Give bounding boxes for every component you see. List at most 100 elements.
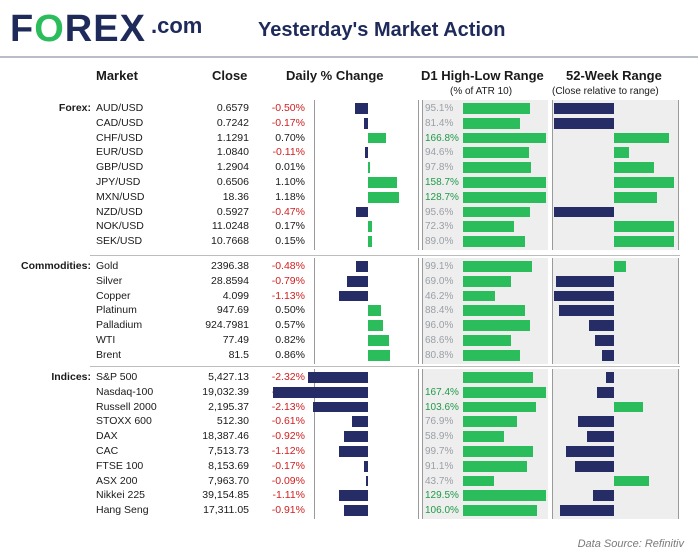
- daily-change-bar: [368, 221, 373, 233]
- d1-range-bar: [463, 475, 494, 487]
- 52wk-panel-edge: [552, 258, 553, 364]
- close-value: 28.8594: [211, 274, 249, 287]
- group-label: Forex:: [58, 102, 91, 114]
- header: FOREX .com Yesterday's Market Action: [0, 0, 698, 58]
- daily-change-bar: [363, 460, 368, 472]
- 52wk-range-bar: [614, 191, 658, 203]
- d1-range-value: 89.0%: [425, 236, 454, 248]
- d1-range-bar: [463, 221, 514, 233]
- d1-range-bar: [463, 372, 533, 383]
- 52wk-range-bar: [566, 446, 614, 457]
- d1-range-bar: [463, 261, 533, 272]
- d1-range-bar: [463, 490, 546, 502]
- close-value: 4.099: [222, 289, 249, 302]
- close-value: 0.7242: [216, 116, 249, 129]
- market-name: SEK/USD: [96, 235, 143, 248]
- 52wk-range-bar: [614, 236, 674, 247]
- daily-change-column-header: Daily % Change: [286, 68, 384, 83]
- d1-range-value: 81.4%: [425, 117, 454, 129]
- 52wk-range-bar: [588, 320, 614, 331]
- daily-change-bar: [355, 261, 368, 272]
- daily-change-value: 0.82%: [275, 334, 305, 346]
- close-value: 7,513.73: [208, 445, 249, 457]
- 52wk-range-bar: [587, 431, 614, 442]
- market-name: JPY/USD: [96, 176, 141, 188]
- d1-range-value: 106.0%: [425, 505, 459, 517]
- d1-range-value: 103.6%: [425, 401, 459, 413]
- d1-panel-edge: [422, 258, 423, 364]
- 52wk-column-header: 52-Week Range: [566, 68, 662, 83]
- daily-panel-right-edge: [418, 369, 419, 519]
- close-value: 2,195.37: [208, 400, 249, 413]
- 52wk-range-bar: [594, 335, 614, 346]
- 52wk-range-bar: [602, 349, 614, 361]
- d1-range-value: 68.6%: [425, 335, 454, 346]
- d1-range-bar: [463, 206, 530, 218]
- market-name: NZD/USD: [96, 205, 143, 218]
- d1-range-bar: [463, 117, 520, 129]
- market-name: Russell 2000: [96, 400, 157, 413]
- daily-change-bar: [355, 206, 368, 218]
- daily-change-value: -0.09%: [271, 474, 305, 487]
- d1-range-value: 96.0%: [425, 320, 454, 332]
- market-name: S&P 500: [96, 371, 138, 383]
- daily-change-bar: [368, 236, 372, 247]
- close-value: 2396.38: [211, 260, 249, 272]
- d1-range-value: 166.8%: [425, 132, 459, 144]
- 52wk-range-bar: [614, 261, 626, 272]
- 52wk-range-bar: [614, 147, 629, 159]
- daily-change-bar: [344, 431, 368, 442]
- d1-range-bar: [463, 177, 546, 188]
- 52wk-range-bar: [597, 386, 614, 398]
- d1-range-value: 88.4%: [425, 305, 454, 317]
- market-name: Brent: [96, 348, 122, 361]
- d1-range-value: 95.1%: [425, 103, 454, 114]
- close-value: 0.5927: [216, 205, 249, 218]
- daily-panel-right-edge: [418, 100, 419, 250]
- daily-change-bar: [365, 147, 368, 159]
- daily-change-bar: [368, 162, 370, 173]
- market-name: Hang Seng: [96, 504, 149, 517]
- daily-change-bar: [339, 490, 368, 502]
- close-value: 77.49: [222, 334, 249, 346]
- market-name: WTI: [96, 334, 116, 346]
- group-separator: [90, 366, 680, 367]
- d1-range-value: 69.0%: [425, 275, 454, 287]
- daily-change-value: -0.61%: [271, 415, 305, 428]
- 52wk-range-bar: [614, 162, 655, 173]
- group-separator: [90, 255, 680, 256]
- market-name: CHF/USD: [96, 131, 143, 144]
- close-value: 39,154.85: [202, 489, 249, 502]
- daily-change-value: 0.70%: [275, 131, 305, 144]
- close-value: 18.36: [222, 190, 249, 203]
- 52wk-range-bar: [578, 416, 614, 428]
- logo-text: FOREX: [10, 8, 146, 50]
- daily-panel-left-edge: [314, 100, 315, 250]
- market-name: CAC: [96, 445, 119, 457]
- d1-range-value: 58.9%: [425, 431, 454, 443]
- d1-range-value: 76.9%: [425, 416, 454, 428]
- daily-change-bar: [365, 475, 368, 487]
- close-value: 924.7981: [205, 319, 249, 332]
- close-value: 0.6579: [216, 102, 249, 114]
- d1-range-column-header: D1 High-Low Range: [421, 68, 544, 83]
- daily-change-value: -0.92%: [271, 430, 305, 443]
- market-name: CAD/USD: [96, 116, 144, 129]
- d1-range-value: 99.1%: [425, 261, 454, 272]
- daily-change-bar: [338, 446, 368, 457]
- daily-change-value: -0.11%: [272, 146, 306, 159]
- daily-change-bar: [347, 275, 368, 287]
- d1-panel-edge: [422, 369, 423, 519]
- daily-change-value: 0.50%: [275, 304, 305, 317]
- group-label: Commodities:: [20, 260, 91, 272]
- close-value: 1.2904: [216, 161, 249, 174]
- daily-change-bar: [344, 505, 368, 516]
- d1-range-bar: [463, 401, 536, 413]
- d1-range-bar: [463, 349, 520, 361]
- close-value: 1.0840: [216, 146, 249, 159]
- market-name: NOK/USD: [96, 220, 144, 233]
- 52wk-range-bar: [614, 401, 643, 413]
- daily-change-bar: [368, 191, 399, 203]
- market-name: Nikkei 225: [96, 489, 146, 502]
- daily-change-value: 0.17%: [275, 220, 305, 233]
